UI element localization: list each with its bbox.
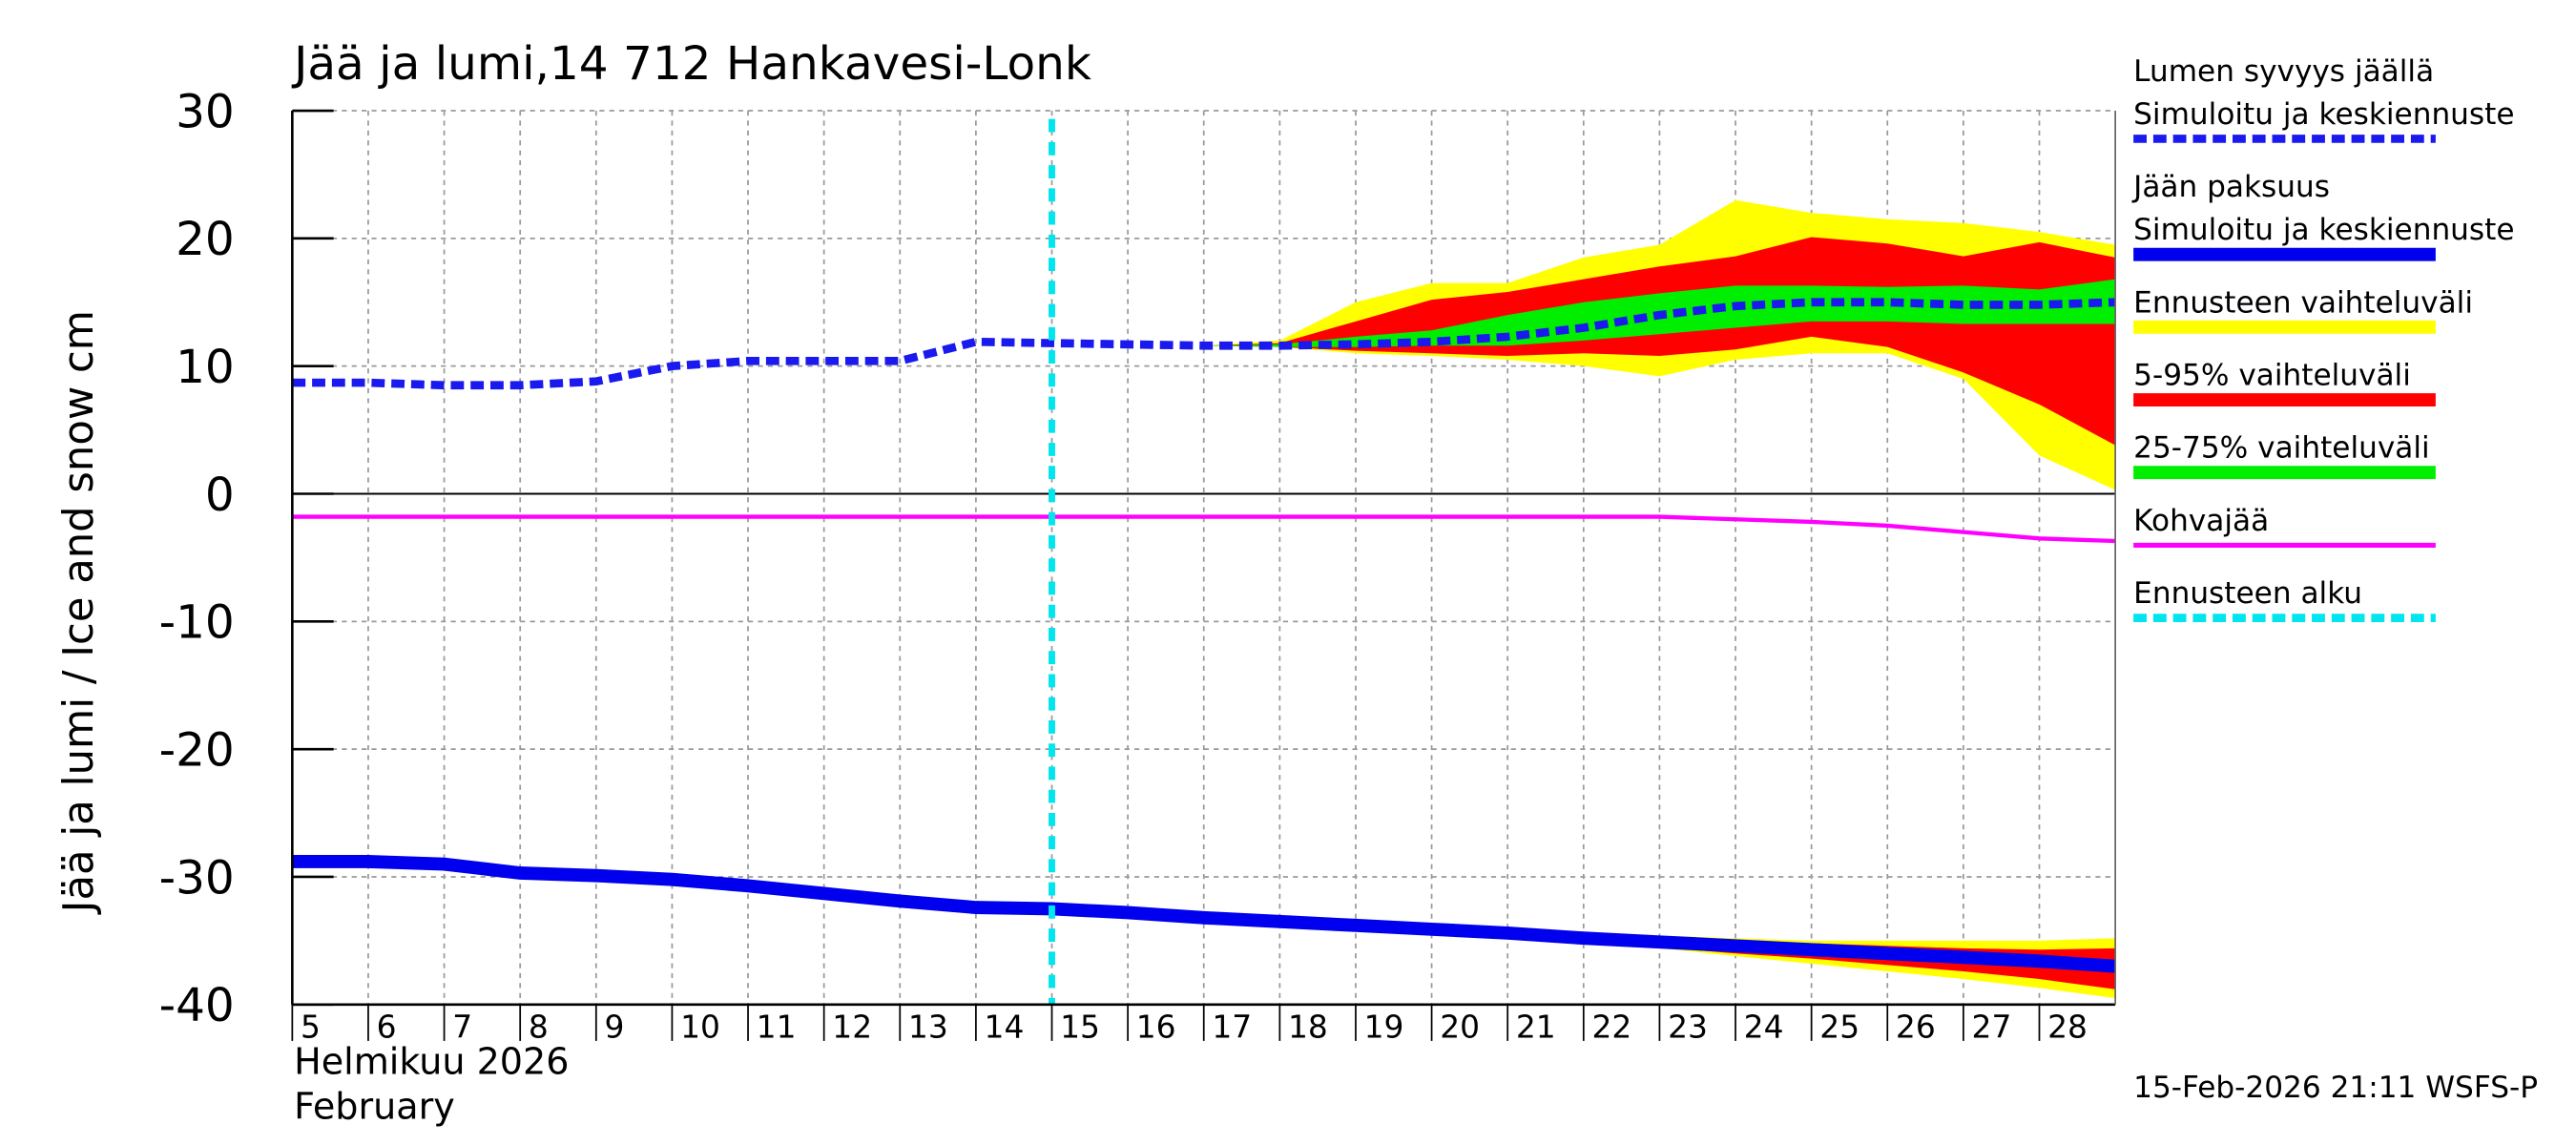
y-tick-label: -40: [159, 979, 235, 1032]
x-tick-label: 26: [1896, 1008, 1936, 1045]
x-tick-label: 14: [985, 1008, 1025, 1045]
x-tick-label: 22: [1591, 1008, 1631, 1045]
y-tick-label: -30: [159, 851, 235, 905]
legend-label: Simuloitu ja keskiennuste: [2133, 97, 2514, 132]
x-tick-label: 21: [1516, 1008, 1556, 1045]
legend-label: Jään paksuus: [2131, 170, 2330, 204]
x-tick-label: 16: [1136, 1008, 1176, 1045]
x-tick-label: 28: [2047, 1008, 2088, 1045]
legend-label: Kohvajää: [2133, 504, 2269, 538]
x-tick-label: 5: [301, 1008, 321, 1045]
x-tick-label: 24: [1744, 1008, 1784, 1045]
legend: Lumen syvyys jäällä Simuloitu ja keskienn…: [2131, 54, 2515, 622]
x-tick-label: 10: [680, 1008, 720, 1045]
x-tick-label: 19: [1364, 1008, 1404, 1045]
x-tick-label: 27: [1972, 1008, 2012, 1045]
x-tick-label: 17: [1212, 1008, 1252, 1045]
line: [292, 514, 2116, 544]
y-tick-label: -10: [159, 596, 235, 650]
x-tick-label: 23: [1668, 1008, 1708, 1045]
x-tick-label: 13: [908, 1008, 948, 1045]
x-tick-label: 15: [1060, 1008, 1100, 1045]
y-tick-label: 0: [205, 468, 235, 522]
y-tick-label: 10: [176, 341, 235, 394]
x-tick-label: 12: [832, 1008, 872, 1045]
y-tick-label: 30: [176, 85, 235, 138]
legend-label: Simuloitu ja keskiennuste: [2133, 213, 2514, 247]
chart-title: Jää ja lumi,14 712 Hankavesi-Lonk: [291, 37, 1091, 91]
line: [292, 855, 2116, 973]
legend-label: 5-95% vaihteluväli: [2133, 358, 2411, 392]
footer: 15-Feb-2026 21:11 WSFS-P: [2133, 1071, 2538, 1105]
legend-label: Ennusteen vaihteluväli: [2133, 285, 2473, 320]
x-axis-label: February: [294, 1085, 455, 1127]
legend-label: 25-75% vaihteluväli: [2133, 431, 2430, 466]
line: [292, 298, 2116, 390]
x-tick-label: 7: [452, 1008, 472, 1045]
x-tick-label: 6: [377, 1008, 397, 1045]
x-tick-label: 9: [604, 1008, 624, 1045]
y-axis-label: Jää ja lumi / Ice and snow cm: [55, 310, 103, 915]
x-tick-label: 20: [1440, 1008, 1480, 1045]
x-tick-label: 11: [757, 1008, 797, 1045]
legend-label: Ennusteen alku: [2133, 576, 2362, 611]
x-tick-label: 25: [1819, 1008, 1859, 1045]
x-tick-label: 8: [529, 1008, 549, 1045]
y-tick-label: -20: [159, 723, 235, 777]
y-tick-label: 20: [176, 213, 235, 266]
x-axis-label: Helmikuu 2026: [294, 1041, 569, 1083]
legend-label: Lumen syvyys jäällä: [2133, 54, 2434, 89]
x-tick-label: 18: [1288, 1008, 1328, 1045]
